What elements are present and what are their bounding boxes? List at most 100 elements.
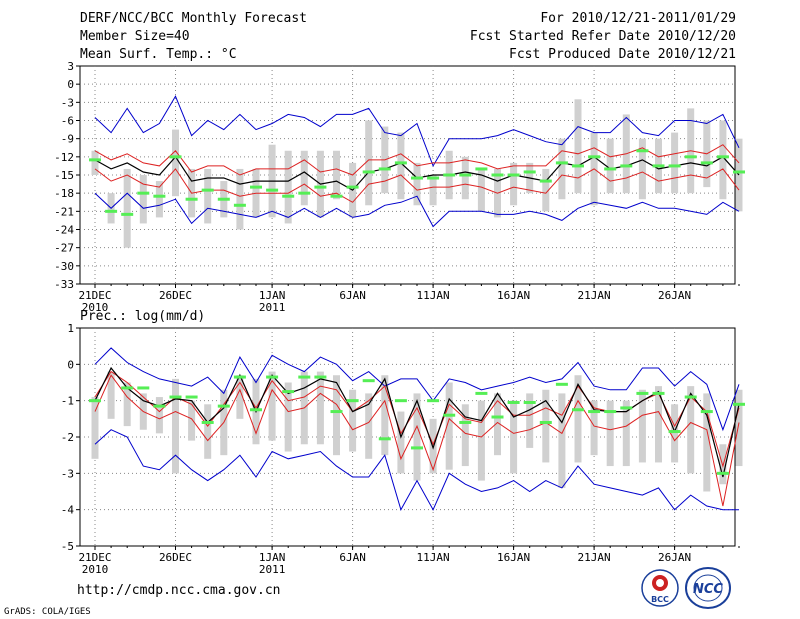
temperature-marker (443, 173, 456, 177)
temperature-spread-bar (123, 168, 131, 248)
precipitation-series-min (94, 429, 739, 511)
precipitation-spread-bar (638, 389, 646, 463)
temperature-xtick-label: 1JAN (259, 289, 286, 302)
bcc-logo-icon: BCC (641, 569, 679, 607)
temperature-marker (282, 194, 295, 198)
precipitation-spread-bar (590, 400, 598, 456)
temperature-marker (346, 185, 359, 189)
temperature-xtick-label: 11JAN (417, 289, 450, 302)
precipitation-marker (169, 395, 182, 399)
precipitation-spread-bar (542, 389, 550, 463)
temperature-xtick-label: 26JAN (658, 289, 691, 302)
temperature-marker (555, 161, 568, 165)
temperature-series-min (94, 192, 740, 228)
temperature-ytick-label: -24 (54, 224, 74, 237)
temperature-marker (652, 164, 665, 168)
temperature-spread-bar (284, 150, 292, 224)
temperature-spread-bar (204, 168, 212, 224)
precipitation-spread-bar (397, 411, 405, 474)
precipitation-marker (491, 415, 504, 419)
chart-title: DERF/NCC/BCC Monthly Forecast (80, 11, 307, 26)
forecast-range: For 2010/12/21-2011/01/29 (540, 11, 736, 26)
temperature-marker (588, 155, 601, 159)
temperature-xtick-year: 2011 (259, 301, 286, 314)
precipitation-marker (716, 471, 729, 475)
temperature-marker (620, 164, 633, 168)
temperature-spread-bar (542, 168, 550, 212)
precipitation-xtick-label: 21DEC (78, 551, 111, 564)
temperature-marker (250, 185, 262, 189)
temperature-spread-bar (155, 181, 163, 218)
temperature-marker (572, 164, 584, 168)
temperature-xtick-label: 26DEC (159, 289, 192, 302)
precipitation-marker (282, 390, 295, 394)
temperature-spread-bar (477, 168, 485, 212)
precipitation-marker (346, 399, 359, 403)
temperature-marker (201, 188, 214, 192)
temperature-xtick-label: 21DEC (78, 289, 111, 302)
ncc-logo-text: NCC (693, 582, 723, 597)
precipitation-spread-bar (188, 400, 196, 441)
source-url[interactable]: http://cmdp.ncc.cma.gov.cn (77, 583, 281, 598)
precipitation-marker (137, 386, 150, 390)
precipitation-spread-bar (107, 371, 115, 419)
precipitation-marker (733, 402, 745, 406)
precipitation-xtick-year: 2010 (82, 563, 109, 576)
precipitation-spread-bar (655, 386, 662, 463)
temperature-ytick-label: -12 (54, 151, 74, 164)
precipitation-xtick-label: 16JAN (497, 551, 530, 564)
temperature-ytick-label: 0 (67, 78, 74, 91)
precipitation-xtick-label: 26JAN (658, 551, 691, 564)
precipitation-marker (475, 391, 488, 395)
precipitation-ytick-label: -4 (61, 504, 75, 517)
temperature-spread-bar (91, 150, 99, 175)
temperature-ytick-label: -6 (61, 115, 74, 128)
precipitation-marker (250, 408, 262, 412)
temperature-marker (153, 194, 166, 198)
precipitation-spread-bar (477, 400, 485, 481)
temperature-marker (362, 170, 375, 174)
precipitation-spread-bar (349, 389, 357, 452)
precipitation-xtick-label: 26DEC (159, 551, 192, 564)
temperature-marker (411, 176, 423, 180)
temperature-marker (716, 155, 729, 159)
precipitation-spread-bar (510, 400, 518, 474)
precipitation-spread-bar (123, 382, 131, 427)
precipitation-marker (555, 382, 568, 386)
temperature-marker (507, 173, 520, 177)
temperature-marker (684, 155, 697, 159)
ncc-logo-icon: NCC (685, 567, 731, 609)
temperature-marker (491, 173, 504, 177)
precipitation-marker (572, 408, 584, 412)
temperature-marker (233, 203, 246, 207)
temperature-marker (137, 191, 150, 195)
temperature-marker (378, 167, 391, 171)
precip-chart-title: Prec.: log(mm/d) (80, 309, 206, 324)
precipitation-xtick-label: 21JAN (578, 551, 611, 564)
temperature-marker (636, 149, 649, 153)
precipitation-spread-bar (204, 404, 212, 459)
precipitation-marker (362, 379, 375, 383)
precipitation-ytick-label: 1 (67, 322, 74, 335)
precipitation-spread-bar (735, 389, 743, 467)
precipitation-marker (443, 413, 456, 417)
precipitation-marker (298, 375, 311, 379)
precipitation-spread-bar (268, 371, 276, 441)
precipitation-marker (620, 406, 633, 410)
temperature-marker (394, 161, 407, 165)
precipitation-spread-bar (703, 393, 711, 492)
temperature-marker (668, 164, 681, 168)
temperature-series-p75 (94, 144, 740, 176)
precipitation-spread-bar (91, 397, 99, 459)
precipitation-marker (652, 391, 665, 395)
temperature-marker (314, 185, 327, 189)
temperature-spread-bar (333, 150, 340, 200)
precipitation-marker (153, 404, 166, 408)
precipitation-spread-bar (445, 382, 453, 470)
precipitation-marker (604, 410, 617, 414)
precipitation-spread-bar (526, 393, 534, 448)
temperature-marker (89, 158, 101, 162)
temperature-xtick-label: 6JAN (339, 289, 366, 302)
precipitation-marker (668, 430, 681, 434)
precipitation-spread-bar (494, 393, 501, 456)
